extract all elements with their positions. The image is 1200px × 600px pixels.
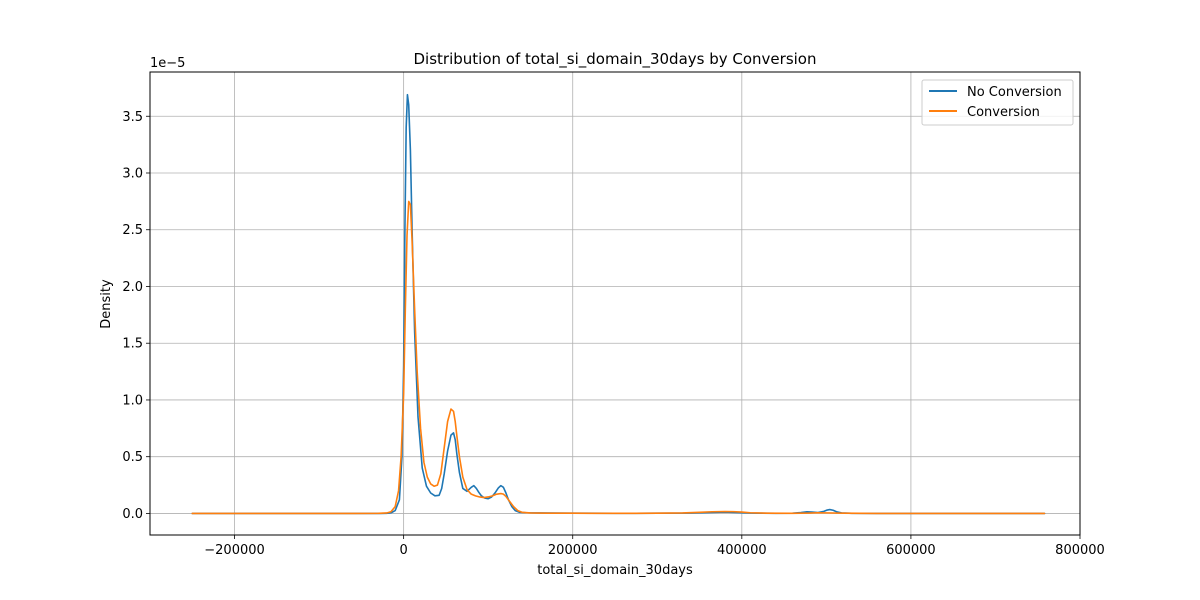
y-tick-label: 0.0	[122, 507, 143, 522]
series-line-conversion	[191, 200, 1046, 515]
x-tick-label: −200000	[204, 543, 265, 558]
y-tick-label: 2.0	[122, 280, 143, 295]
x-tick-label: 400000	[717, 543, 767, 558]
series-line-no-conversion	[191, 93, 1046, 515]
legend-box	[921, 79, 1074, 126]
legend-label-no-conversion: No Conversion	[967, 85, 1062, 100]
chart-title: Distribution of total_si_domain_30days b…	[414, 50, 817, 69]
y-tick-label: 0.5	[122, 450, 143, 465]
y-tick-label: 3.0	[122, 166, 143, 181]
y-tick-label: 1.5	[122, 337, 143, 352]
y-axis-offset-label: 1e−5	[150, 56, 185, 71]
y-axis-ticks: 0.0 0.5 1.0 1.5 2.0 2.5 3.0 3.5	[122, 110, 150, 522]
x-tick-label: 0	[399, 543, 407, 558]
legend: No Conversion Conversion	[921, 79, 1074, 126]
x-tick-label: 800000	[1055, 543, 1105, 558]
x-axis-ticks: −200000 0 200000 400000 600000 800000	[204, 535, 1105, 558]
legend-label-conversion: Conversion	[967, 105, 1040, 120]
x-tick-label: 200000	[548, 543, 598, 558]
y-tick-label: 3.5	[122, 110, 143, 125]
x-tick-label: 600000	[886, 543, 936, 558]
y-axis-label: Density	[99, 279, 114, 329]
series-layer	[191, 93, 1046, 515]
plot-frame	[149, 71, 1081, 536]
y-tick-label: 1.0	[122, 393, 143, 408]
y-tick-label: 2.5	[122, 223, 143, 238]
x-axis-label: total_si_domain_30days	[537, 563, 693, 578]
